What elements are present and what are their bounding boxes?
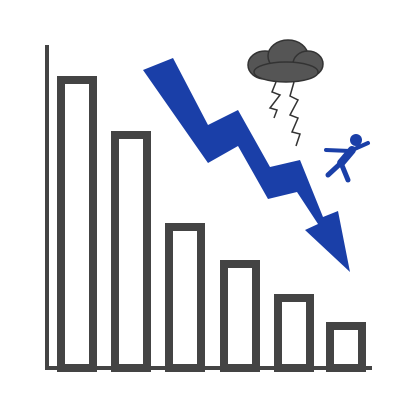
falling-arrow — [143, 58, 350, 272]
axes — [45, 45, 372, 370]
storm-cloud — [247, 39, 324, 83]
bar — [274, 294, 314, 372]
falling-person — [324, 134, 370, 183]
bar — [57, 76, 97, 372]
bar — [165, 223, 205, 372]
bars — [57, 76, 366, 372]
bar — [220, 260, 260, 372]
bar — [326, 322, 366, 372]
lightning — [268, 81, 301, 147]
bar — [111, 131, 151, 372]
